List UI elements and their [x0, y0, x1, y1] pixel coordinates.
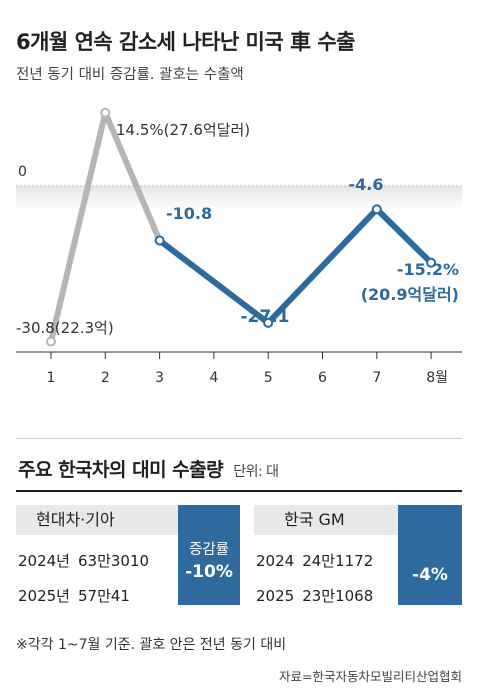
- x-tick-label: 8월: [426, 370, 448, 386]
- gm-row-2025: 2025 23만1068: [256, 585, 373, 606]
- x-tick-label: 7: [372, 370, 381, 386]
- rate-value: -10%: [185, 562, 233, 582]
- gm-row-2024: 2024 24만1172: [256, 550, 373, 571]
- data-label: -4.6: [349, 175, 384, 194]
- zero-label: 0: [18, 164, 27, 180]
- gm-rate-box: -4%: [398, 505, 462, 605]
- section2-title: 주요 한국차의 대미 수출량 단위: 대: [18, 455, 279, 482]
- rate-label: 증감률: [188, 542, 230, 558]
- data-label: 14.5%(27.6억달러): [116, 121, 250, 139]
- data-label: -27.1: [241, 307, 290, 327]
- hyundai-panel: 현대차·기아 2024년 63만3010 2025년 57만41 증감률 -10%: [16, 505, 246, 611]
- blue-data-point: [154, 235, 165, 246]
- hyundai-row-2024: 2024년 63만3010: [18, 550, 149, 571]
- hyundai-row-2025: 2025년 57만41: [18, 585, 130, 606]
- data-label: (20.9억달러): [361, 285, 459, 304]
- unit-label: 단위: 대: [233, 464, 279, 480]
- year-label: 2024년: [18, 552, 70, 570]
- x-tick-label: 1: [47, 370, 56, 386]
- x-tick-label: 6: [318, 370, 327, 386]
- chart-title: 6개월 연속 감소세 나타난 미국 車 수출: [16, 30, 355, 54]
- export-value: 57만41: [77, 587, 130, 605]
- gray-series-line: [48, 109, 163, 345]
- footnote: ※각각 1~7월 기준. 괄호 안은 전년 동기 대비: [16, 637, 287, 653]
- gm-panel-header: 한국 GM: [254, 505, 398, 535]
- source-credit: 자료=한국자동차모빌리티산업협회: [279, 669, 462, 684]
- gray-data-point: [46, 336, 56, 347]
- data-label: -10.8: [166, 204, 212, 223]
- year-label: 2025: [256, 587, 295, 605]
- gray-data-point: [100, 107, 111, 118]
- blue-data-point: [426, 257, 437, 268]
- blue-data-point: [371, 204, 382, 215]
- section-divider: [16, 438, 462, 439]
- line-chart: 0 1 2 3 4 5 6 7 8월 -30.8(22.3억) 14.5%(27.6억달러) -1…: [16, 107, 462, 386]
- export-value: 63만3010: [77, 552, 150, 570]
- year-label: 2025년: [18, 587, 70, 605]
- hyundai-rate-box: 증감률 -10%: [178, 505, 240, 605]
- rate-value: -4%: [412, 565, 448, 585]
- x-tick-label: 3: [155, 370, 164, 386]
- blue-data-point: [263, 317, 274, 328]
- year-label: 2024: [256, 552, 295, 570]
- x-tick-label: 2: [101, 370, 110, 386]
- hyundai-panel-header: 현대차·기아: [16, 505, 178, 535]
- gm-panel: 한국 GM 2024 24만1172 2025 23만1068 -4%: [254, 505, 464, 611]
- data-label: -15.2%: [397, 260, 459, 279]
- section2-title-text: 주요 한국차의 대미 수출량: [18, 459, 224, 481]
- negative-band: [16, 186, 462, 210]
- x-tick-label: 4: [209, 370, 218, 386]
- x-tick-label: 5: [264, 370, 273, 386]
- data-label: -30.8(22.3억): [16, 319, 114, 337]
- export-value: 23만1068: [302, 587, 374, 605]
- section2-rule: [16, 490, 462, 492]
- chart-subtitle: 전년 동기 대비 증감률. 괄호는 수출액: [16, 67, 244, 83]
- export-value: 24만1172: [302, 552, 374, 570]
- blue-series-line: [156, 206, 435, 326]
